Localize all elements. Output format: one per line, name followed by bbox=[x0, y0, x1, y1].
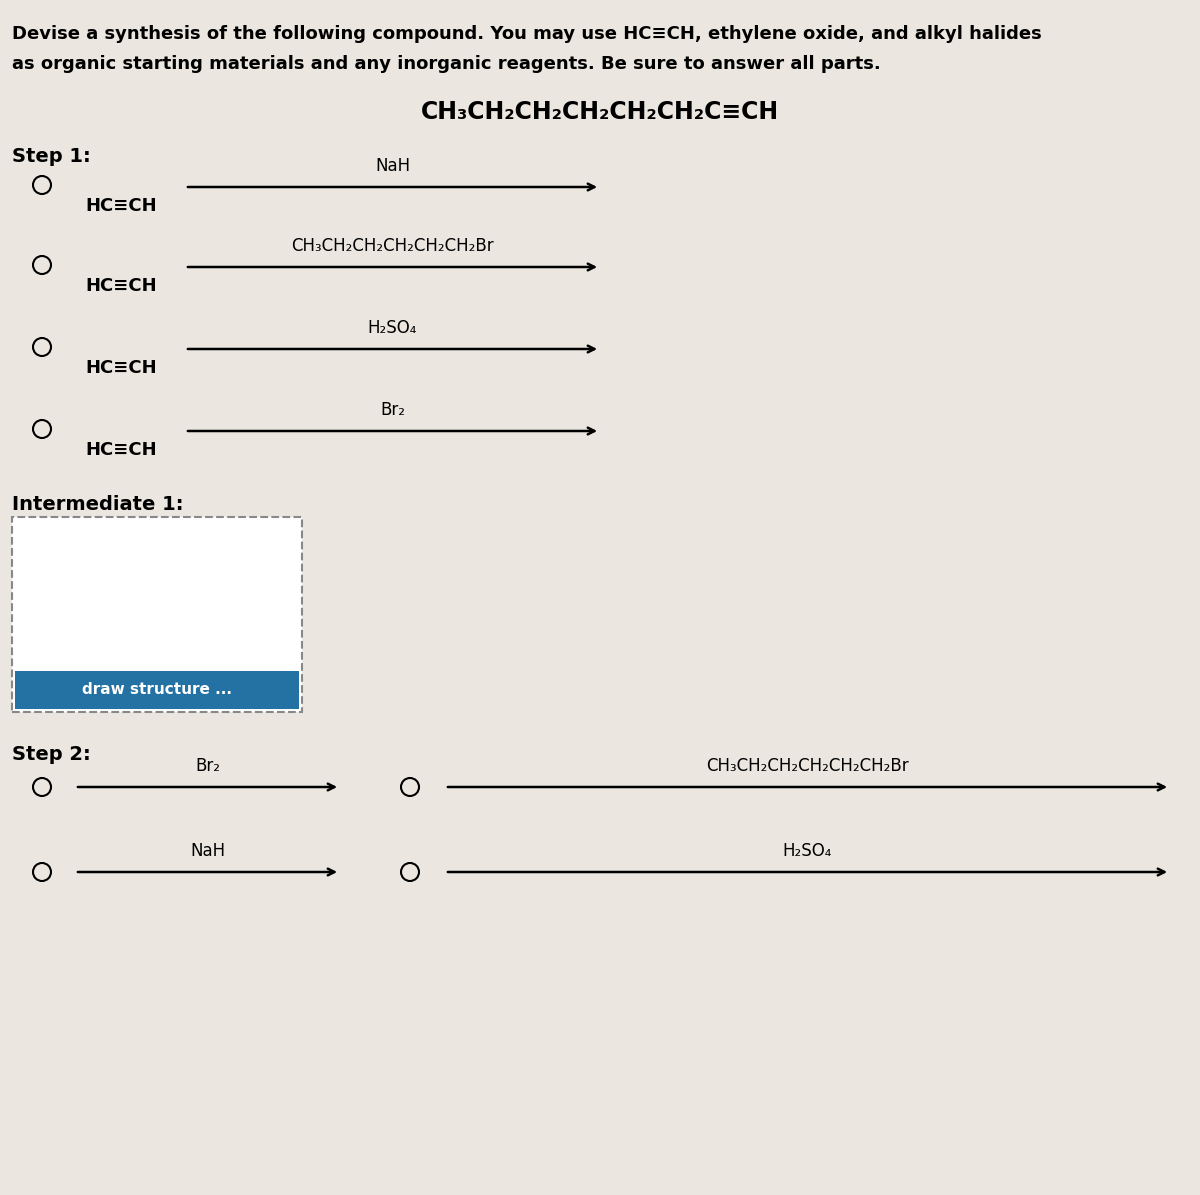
Text: Intermediate 1:: Intermediate 1: bbox=[12, 495, 184, 514]
Text: H₂SO₄: H₂SO₄ bbox=[782, 842, 832, 860]
Text: CH₃CH₂CH₂CH₂CH₂CH₂C≡CH: CH₃CH₂CH₂CH₂CH₂CH₂C≡CH bbox=[421, 100, 779, 124]
Text: HC≡CH: HC≡CH bbox=[85, 441, 157, 459]
Text: CH₃CH₂CH₂CH₂CH₂CH₂Br: CH₃CH₂CH₂CH₂CH₂CH₂Br bbox=[706, 756, 908, 776]
Text: Step 2:: Step 2: bbox=[12, 744, 91, 764]
Text: H₂SO₄: H₂SO₄ bbox=[368, 319, 418, 337]
Text: HC≡CH: HC≡CH bbox=[85, 358, 157, 376]
Text: as organic starting materials and any inorganic reagents. Be sure to answer all : as organic starting materials and any in… bbox=[12, 55, 881, 73]
Text: draw structure ...: draw structure ... bbox=[82, 682, 232, 698]
Text: Devise a synthesis of the following compound. You may use HC≡CH, ethylene oxide,: Devise a synthesis of the following comp… bbox=[12, 25, 1042, 43]
Text: CH₃CH₂CH₂CH₂CH₂CH₂Br: CH₃CH₂CH₂CH₂CH₂CH₂Br bbox=[292, 237, 494, 255]
Bar bbox=[12, 517, 302, 712]
Text: Br₂: Br₂ bbox=[194, 756, 220, 776]
Text: HC≡CH: HC≡CH bbox=[85, 277, 157, 295]
Text: Br₂: Br₂ bbox=[380, 402, 406, 419]
Text: NaH: NaH bbox=[190, 842, 226, 860]
Bar bbox=[14, 672, 299, 709]
Text: Step 1:: Step 1: bbox=[12, 147, 91, 166]
Text: NaH: NaH bbox=[374, 157, 410, 174]
Text: HC≡CH: HC≡CH bbox=[85, 197, 157, 215]
Bar bbox=[12, 517, 302, 712]
